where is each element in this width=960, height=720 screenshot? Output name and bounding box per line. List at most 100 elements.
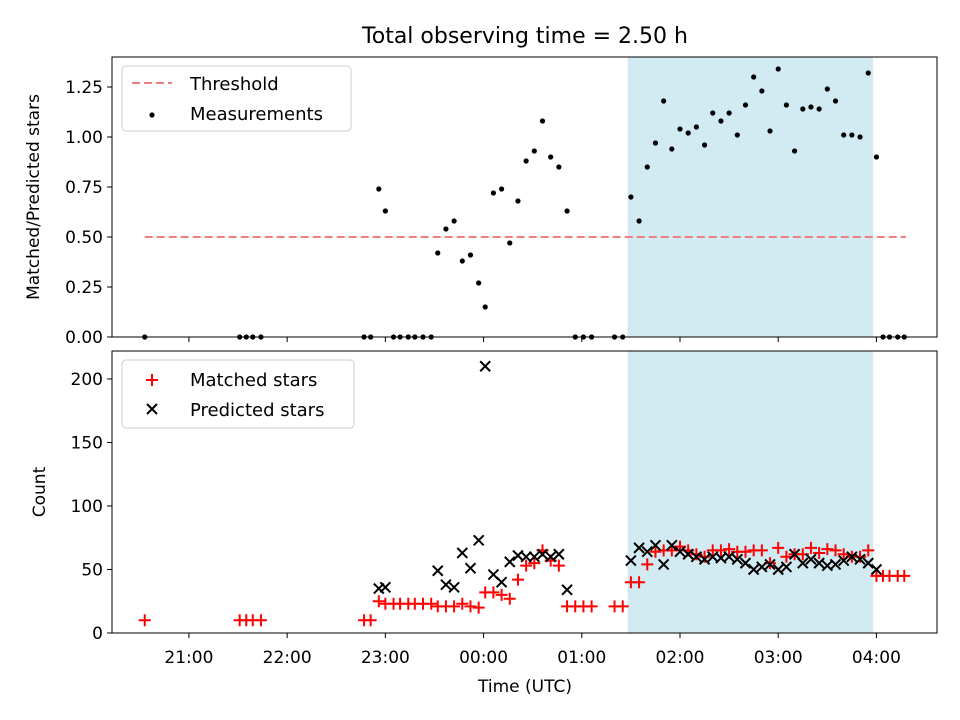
- predicted-star-point: [456, 547, 469, 559]
- count-y-tick-label: 50: [81, 560, 103, 580]
- measurement-point: [775, 66, 781, 72]
- measurement-point: [677, 126, 683, 132]
- predicted-star-point: [731, 553, 744, 566]
- legend-threshold-label: Threshold: [189, 74, 279, 95]
- matched-star-point: [464, 600, 477, 613]
- matched-star-point: [372, 595, 385, 608]
- predicted-star-point: [698, 553, 711, 566]
- matched-star-point: [520, 559, 533, 572]
- measurement-point: [669, 146, 675, 152]
- predicted-star-point: [739, 557, 752, 569]
- measurement-point: [539, 118, 546, 124]
- predicted-star-point: [520, 551, 532, 563]
- predicted-star-point: [846, 551, 858, 563]
- measurement-point: [783, 102, 790, 108]
- measurement-point: [548, 154, 554, 160]
- measurement-point: [759, 88, 765, 94]
- measurement-point: [841, 132, 847, 138]
- measurement-point: [701, 142, 708, 148]
- ratio-y-tick-label: 0.50: [65, 228, 103, 248]
- ratio-y-tick-label: 0.00: [65, 328, 103, 348]
- measurement-point: [661, 98, 667, 104]
- count-y-tick-label: 200: [71, 370, 103, 390]
- x-tick-label: 01:00: [557, 648, 606, 668]
- count-y-tick-label: 100: [71, 497, 103, 517]
- measurement-point: [476, 280, 482, 286]
- predicted-star-point: [854, 553, 866, 566]
- matched-star-point: [616, 600, 629, 613]
- predicted-star-point: [479, 360, 491, 372]
- matched-star-point: [472, 601, 485, 614]
- measurement-point: [467, 252, 474, 258]
- matched-star-point: [633, 576, 646, 589]
- predicted-star-point: [862, 557, 874, 569]
- predicted-star-point: [666, 539, 678, 552]
- ratio-legend: Threshold Measurements: [121, 65, 352, 132]
- predicted-star-point: [772, 563, 784, 576]
- measurement-point: [443, 226, 449, 232]
- matched-star-point: [739, 545, 752, 558]
- legend-matched-label: Matched stars: [190, 370, 317, 391]
- matched-star-point: [821, 543, 834, 556]
- matched-star-point: [641, 558, 654, 571]
- matched-star-point: [503, 592, 516, 605]
- measurement-point: [800, 106, 806, 112]
- predicted-star-point: [641, 545, 653, 558]
- count-legend: Matched stars Predicted stars: [121, 359, 355, 429]
- measurement-point: [531, 148, 537, 154]
- ratio-y-tick-label: 1.00: [65, 128, 103, 148]
- predicted-star-point: [805, 553, 817, 566]
- matched-star-point: [138, 614, 151, 627]
- predicted-star-point: [756, 561, 768, 573]
- predicted-star-point: [788, 548, 801, 560]
- measurement-point: [742, 102, 749, 108]
- predicted-star-point: [625, 554, 637, 567]
- predicted-star-point: [723, 551, 735, 563]
- matched-star-point: [528, 557, 541, 570]
- measurement-point: [857, 134, 863, 140]
- measurement-point: [816, 106, 822, 112]
- matched-star-point: [425, 597, 438, 610]
- matched-star-point: [585, 600, 598, 613]
- x-tick-label: 21:00: [164, 648, 213, 668]
- matched-star-point: [495, 588, 508, 601]
- matched-star-point: [837, 548, 850, 561]
- predicted-star-point: [448, 581, 460, 593]
- matched-star-point: [723, 543, 736, 556]
- predicted-star-point: [764, 558, 776, 571]
- matched-star-point: [698, 550, 711, 563]
- matched-star-point: [829, 544, 842, 557]
- measurement-point: [459, 258, 465, 264]
- predicted-star-point: [837, 554, 850, 567]
- measurement-point: [824, 86, 830, 92]
- measurement-point: [435, 250, 441, 256]
- matched-star-point: [780, 550, 793, 563]
- predicted-star-point: [553, 548, 565, 560]
- predicted-star-point: [379, 581, 392, 593]
- matched-star-point: [254, 614, 267, 627]
- predicted-star-point: [829, 558, 842, 571]
- predicted-star-point: [464, 562, 477, 574]
- predicted-star-point: [649, 539, 662, 552]
- ratio-y-tick-label: 0.75: [65, 178, 103, 198]
- x-tick-label: 22:00: [263, 648, 312, 668]
- predicted-star-point: [747, 563, 760, 576]
- x-tick-label: 04:00: [852, 648, 901, 668]
- measurement-point: [751, 74, 757, 80]
- measurement-point: [726, 110, 732, 116]
- matched-star-point: [772, 541, 785, 554]
- x-tick-label: 02:00: [656, 648, 705, 668]
- legend-predicted-label: Predicted stars: [190, 400, 324, 421]
- ratio-highlight-span: [627, 57, 874, 337]
- measurement-point: [865, 70, 871, 76]
- measurement-point: [382, 208, 388, 214]
- predicted-star-point: [870, 563, 883, 576]
- predicted-star-point: [495, 576, 508, 588]
- x-tick-label: 23:00: [361, 648, 410, 668]
- matched-star-point: [552, 559, 565, 572]
- chart-title: Total observing time = 2.50 h: [361, 24, 688, 49]
- measurement-point: [523, 158, 529, 164]
- legend-measurements-swatch: [149, 112, 155, 118]
- count-panel: 0 50 100 150 200 21:00 22:00 23:00 00:00 01:00 02…: [30, 350, 938, 697]
- measurement-point: [376, 186, 382, 192]
